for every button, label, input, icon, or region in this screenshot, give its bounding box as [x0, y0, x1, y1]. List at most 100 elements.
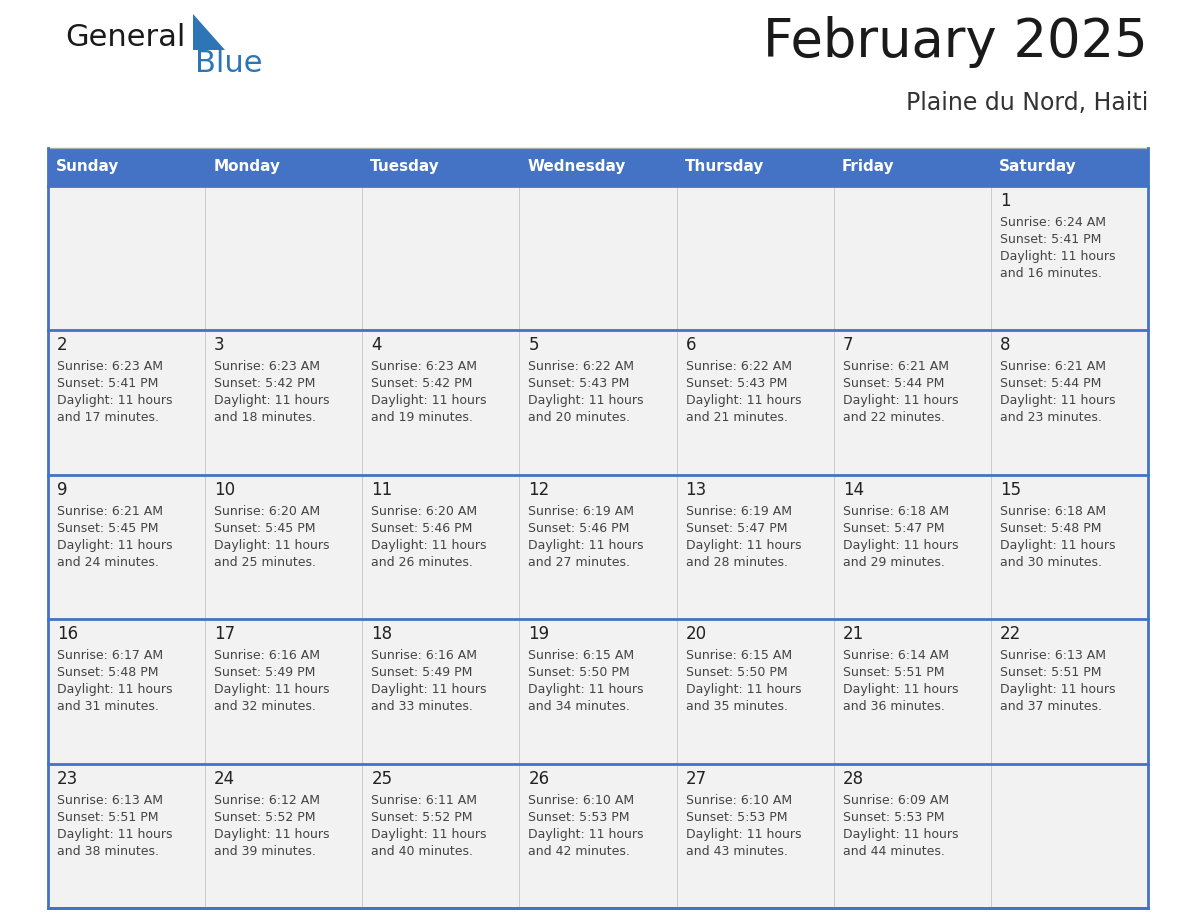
- Text: Daylight: 11 hours: Daylight: 11 hours: [57, 395, 172, 408]
- Bar: [834, 475, 991, 620]
- Bar: [677, 475, 834, 620]
- Text: Daylight: 11 hours: Daylight: 11 hours: [372, 828, 487, 841]
- Text: Sunrise: 6:19 AM: Sunrise: 6:19 AM: [529, 505, 634, 518]
- Bar: [362, 620, 519, 764]
- Bar: [991, 620, 1148, 764]
- Bar: [677, 148, 834, 186]
- Text: and 37 minutes.: and 37 minutes.: [1000, 700, 1101, 713]
- Text: 10: 10: [214, 481, 235, 498]
- Text: Daylight: 11 hours: Daylight: 11 hours: [57, 683, 172, 696]
- Text: Sunrise: 6:23 AM: Sunrise: 6:23 AM: [372, 361, 478, 374]
- Text: Sunset: 5:52 PM: Sunset: 5:52 PM: [214, 811, 316, 823]
- Text: Daylight: 11 hours: Daylight: 11 hours: [529, 539, 644, 552]
- Text: #1a1a1a: #1a1a1a: [65, 51, 71, 52]
- Bar: [48, 620, 206, 764]
- Text: and 30 minutes.: and 30 minutes.: [1000, 555, 1101, 569]
- Text: and 18 minutes.: and 18 minutes.: [214, 411, 316, 424]
- Bar: [362, 764, 519, 908]
- Text: Sunrise: 6:10 AM: Sunrise: 6:10 AM: [685, 793, 791, 807]
- Bar: [48, 764, 206, 908]
- Text: 27: 27: [685, 769, 707, 788]
- Text: Tuesday: Tuesday: [371, 160, 440, 174]
- Text: 6: 6: [685, 336, 696, 354]
- Text: Sunrise: 6:13 AM: Sunrise: 6:13 AM: [1000, 649, 1106, 662]
- Text: Sunrise: 6:23 AM: Sunrise: 6:23 AM: [57, 361, 163, 374]
- Text: and 26 minutes.: and 26 minutes.: [372, 555, 473, 569]
- Text: Plaine du Nord, Haiti: Plaine du Nord, Haiti: [905, 91, 1148, 115]
- Text: 11: 11: [372, 481, 392, 498]
- Text: Daylight: 11 hours: Daylight: 11 hours: [685, 683, 801, 696]
- Bar: [362, 186, 519, 330]
- Polygon shape: [192, 14, 225, 50]
- Text: and 38 minutes.: and 38 minutes.: [57, 845, 159, 857]
- Text: Sunrise: 6:21 AM: Sunrise: 6:21 AM: [57, 505, 163, 518]
- Text: Sunset: 5:43 PM: Sunset: 5:43 PM: [529, 377, 630, 390]
- Text: Sunrise: 6:18 AM: Sunrise: 6:18 AM: [1000, 505, 1106, 518]
- Text: and 43 minutes.: and 43 minutes.: [685, 845, 788, 857]
- Bar: [677, 330, 834, 475]
- Text: and 44 minutes.: and 44 minutes.: [842, 845, 944, 857]
- Text: Daylight: 11 hours: Daylight: 11 hours: [214, 395, 329, 408]
- Bar: [206, 764, 362, 908]
- Text: Daylight: 11 hours: Daylight: 11 hours: [842, 395, 959, 408]
- Text: Sunrise: 6:20 AM: Sunrise: 6:20 AM: [214, 505, 321, 518]
- Text: Sunrise: 6:17 AM: Sunrise: 6:17 AM: [57, 649, 163, 662]
- Text: Sunrise: 6:20 AM: Sunrise: 6:20 AM: [372, 505, 478, 518]
- Text: Daylight: 11 hours: Daylight: 11 hours: [529, 828, 644, 841]
- Text: 9: 9: [57, 481, 68, 498]
- Text: Daylight: 11 hours: Daylight: 11 hours: [842, 539, 959, 552]
- Text: and 27 minutes.: and 27 minutes.: [529, 555, 631, 569]
- Text: 16: 16: [57, 625, 78, 644]
- Text: and 24 minutes.: and 24 minutes.: [57, 555, 159, 569]
- Text: Sunset: 5:42 PM: Sunset: 5:42 PM: [214, 377, 316, 390]
- Text: Sunset: 5:44 PM: Sunset: 5:44 PM: [1000, 377, 1101, 390]
- Text: 28: 28: [842, 769, 864, 788]
- Text: Daylight: 11 hours: Daylight: 11 hours: [372, 539, 487, 552]
- Text: Sunrise: 6:24 AM: Sunrise: 6:24 AM: [1000, 216, 1106, 229]
- Text: Daylight: 11 hours: Daylight: 11 hours: [1000, 539, 1116, 552]
- Text: and 34 minutes.: and 34 minutes.: [529, 700, 631, 713]
- Text: 19: 19: [529, 625, 550, 644]
- Bar: [834, 764, 991, 908]
- Bar: [48, 330, 206, 475]
- Text: and 29 minutes.: and 29 minutes.: [842, 555, 944, 569]
- Text: Sunset: 5:42 PM: Sunset: 5:42 PM: [372, 377, 473, 390]
- Text: Sunrise: 6:14 AM: Sunrise: 6:14 AM: [842, 649, 949, 662]
- Text: Sunrise: 6:16 AM: Sunrise: 6:16 AM: [372, 649, 478, 662]
- Text: Sunset: 5:47 PM: Sunset: 5:47 PM: [842, 521, 944, 535]
- Text: Sunrise: 6:21 AM: Sunrise: 6:21 AM: [1000, 361, 1106, 374]
- Text: Saturday: Saturday: [999, 160, 1076, 174]
- Text: Daylight: 11 hours: Daylight: 11 hours: [685, 539, 801, 552]
- Text: Daylight: 11 hours: Daylight: 11 hours: [214, 683, 329, 696]
- Text: Sunset: 5:41 PM: Sunset: 5:41 PM: [1000, 233, 1101, 246]
- Text: and 42 minutes.: and 42 minutes.: [529, 845, 631, 857]
- Text: Sunset: 5:51 PM: Sunset: 5:51 PM: [57, 811, 158, 823]
- Text: 20: 20: [685, 625, 707, 644]
- Text: Sunset: 5:52 PM: Sunset: 5:52 PM: [372, 811, 473, 823]
- Text: Sunrise: 6:22 AM: Sunrise: 6:22 AM: [685, 361, 791, 374]
- Text: Daylight: 11 hours: Daylight: 11 hours: [57, 539, 172, 552]
- Text: 4: 4: [372, 336, 381, 354]
- Bar: [362, 475, 519, 620]
- Text: 2: 2: [57, 336, 68, 354]
- Text: Daylight: 11 hours: Daylight: 11 hours: [842, 683, 959, 696]
- Text: Daylight: 11 hours: Daylight: 11 hours: [842, 828, 959, 841]
- Text: Sunrise: 6:11 AM: Sunrise: 6:11 AM: [372, 793, 478, 807]
- Bar: [206, 475, 362, 620]
- Text: Sunset: 5:41 PM: Sunset: 5:41 PM: [57, 377, 158, 390]
- Bar: [48, 186, 206, 330]
- Bar: [834, 330, 991, 475]
- Bar: [362, 148, 519, 186]
- Text: Daylight: 11 hours: Daylight: 11 hours: [685, 395, 801, 408]
- Bar: [519, 148, 677, 186]
- Text: Sunrise: 6:10 AM: Sunrise: 6:10 AM: [529, 793, 634, 807]
- Text: Sunrise: 6:23 AM: Sunrise: 6:23 AM: [214, 361, 320, 374]
- Text: and 32 minutes.: and 32 minutes.: [214, 700, 316, 713]
- Text: Sunrise: 6:18 AM: Sunrise: 6:18 AM: [842, 505, 949, 518]
- Bar: [206, 186, 362, 330]
- Text: Daylight: 11 hours: Daylight: 11 hours: [57, 828, 172, 841]
- Text: Sunset: 5:49 PM: Sunset: 5:49 PM: [214, 666, 316, 679]
- Text: Sunset: 5:50 PM: Sunset: 5:50 PM: [529, 666, 630, 679]
- Text: Sunset: 5:43 PM: Sunset: 5:43 PM: [685, 377, 786, 390]
- Bar: [834, 148, 991, 186]
